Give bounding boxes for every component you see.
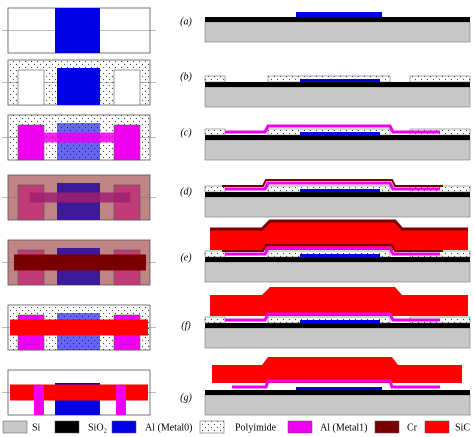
pad	[116, 385, 126, 415]
legend-label: Al (Metal1)	[320, 422, 368, 433]
si-substrate	[204, 139, 471, 161]
metal0	[57, 68, 100, 105]
metal0	[55, 8, 100, 53]
pad	[17, 69, 45, 106]
metal0	[300, 132, 380, 135]
legend-label: Si	[32, 422, 41, 433]
legend-label: Cr	[407, 422, 418, 433]
metal1-layer	[225, 312, 440, 322]
metal0	[296, 12, 382, 17]
legend-swatch	[199, 420, 225, 434]
polyimide	[204, 128, 226, 136]
legend-label: SiC	[455, 422, 470, 433]
metal0	[300, 189, 380, 192]
sio2-layer	[205, 82, 470, 87]
metal0	[300, 320, 380, 323]
metal1-strip	[30, 192, 130, 203]
pad	[34, 385, 44, 415]
sio2-layer	[205, 257, 470, 262]
legend-swatch	[111, 420, 137, 434]
sic-layer	[210, 287, 468, 316]
step-label: (e)	[180, 252, 192, 263]
si-substrate	[204, 21, 471, 43]
polyimide	[204, 75, 226, 83]
legend-label: SiO₂	[88, 422, 107, 433]
step-label: (g)	[180, 392, 192, 403]
step-label: (b)	[180, 71, 192, 82]
metal0	[300, 79, 380, 82]
sic-layer	[210, 221, 468, 250]
sio2-layer	[205, 323, 470, 328]
si-substrate	[204, 86, 471, 108]
legend-label: Al (Metal0)	[145, 422, 193, 433]
cr-layer	[222, 244, 443, 252]
sio2-layer	[205, 390, 470, 395]
legend-swatch	[374, 420, 400, 434]
pad	[113, 69, 141, 106]
legend-swatch	[424, 420, 450, 434]
metal1-strip	[30, 132, 130, 143]
sic-bar	[10, 319, 148, 336]
legend-swatch	[2, 420, 28, 434]
metal1-layer	[225, 124, 440, 134]
metal0	[296, 387, 382, 390]
metal1-layer	[232, 379, 440, 389]
si-substrate	[204, 196, 471, 218]
metal1-layer	[225, 181, 440, 191]
polyimide	[204, 316, 226, 324]
step-label: (f)	[181, 320, 191, 331]
metal0	[300, 254, 380, 257]
step-label: (a)	[180, 16, 192, 27]
sic-layer	[212, 357, 462, 383]
step-label: (c)	[180, 127, 192, 138]
legend-swatch	[287, 420, 313, 434]
cr-top	[210, 219, 468, 231]
legend-label: Polyimide	[235, 422, 277, 433]
cr-bar	[14, 254, 146, 271]
sio2-layer	[205, 135, 470, 140]
metal1-layer	[225, 246, 440, 256]
sic-bar	[10, 384, 148, 401]
si-substrate	[204, 261, 471, 283]
step-label: (d)	[180, 186, 192, 197]
polyimide	[409, 75, 471, 83]
sio2-layer	[205, 192, 470, 197]
sio2-layer	[205, 17, 470, 22]
legend-swatch	[54, 420, 80, 434]
si-substrate	[204, 394, 471, 416]
cr-layer	[222, 179, 443, 187]
si-substrate	[204, 327, 471, 349]
